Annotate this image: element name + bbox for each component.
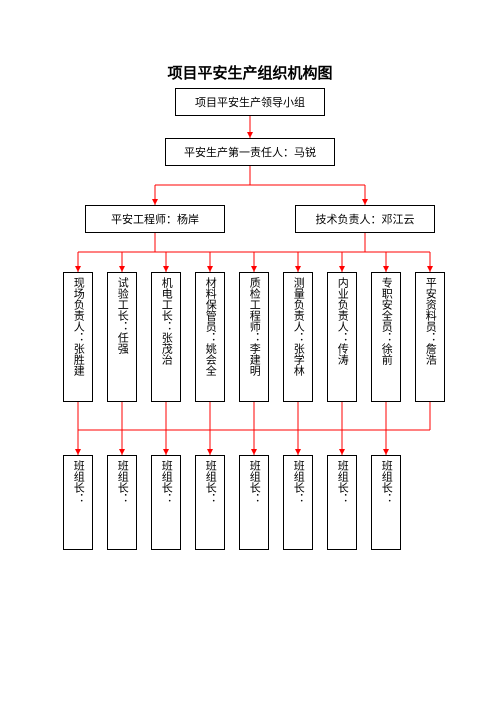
node-role-label: 内业负责人：传涛 — [334, 273, 351, 369]
node-role-label: 试验工长：任强 — [114, 273, 131, 358]
node-role-5: 测量负责人：张学林 — [283, 272, 313, 402]
node-role-1: 试验工长：任强 — [107, 272, 137, 402]
node-role-8: 平安资料员：詹浩 — [415, 272, 445, 402]
node-first-responsible: 平安生产第一责任人：马锐 — [165, 138, 335, 166]
node-role-label: 质检工程师：李建明 — [246, 273, 263, 380]
node-role-6: 内业负责人：传涛 — [327, 272, 357, 402]
node-role-label: 专职安全员：徐前 — [378, 273, 395, 369]
node-team-leader-label: 班组长： — [246, 456, 263, 508]
node-team-leader-label: 班组长： — [114, 456, 131, 508]
node-role-7: 专职安全员：徐前 — [371, 272, 401, 402]
node-team-leader-6: 班组长： — [327, 455, 357, 550]
node-role-4: 质检工程师：李建明 — [239, 272, 269, 402]
node-team-leader-label: 班组长： — [202, 456, 219, 508]
node-role-3: 材料保管员：姚会全 — [195, 272, 225, 402]
node-team-leader-label: 班组长： — [290, 456, 307, 508]
node-role-label: 现场负责人：张胜建 — [70, 273, 87, 380]
node-safety-engineer: 平安工程师：杨岸 — [85, 205, 225, 233]
node-team-leader-1: 班组长： — [107, 455, 137, 550]
page: 项目平安生产组织机构图 — [0, 0, 500, 708]
node-team-leader-label: 班组长： — [158, 456, 175, 508]
node-team-leader-label: 班组长： — [70, 456, 87, 508]
node-technical-lead: 技术负责人：邓江云 — [295, 205, 435, 233]
node-role-label: 测量负责人：张学林 — [290, 273, 307, 380]
node-team-leader-5: 班组长： — [283, 455, 313, 550]
node-team-leader-3: 班组长： — [195, 455, 225, 550]
node-role-label: 材料保管员：姚会全 — [202, 273, 219, 380]
node-role-label: 机电工长：张茂治 — [158, 273, 175, 369]
node-team-leader-4: 班组长： — [239, 455, 269, 550]
node-team-leader-0: 班组长： — [63, 455, 93, 550]
chart-title: 项目平安生产组织机构图 — [0, 62, 500, 83]
node-role-2: 机电工长：张茂治 — [151, 272, 181, 402]
node-role-label: 平安资料员：詹浩 — [422, 273, 439, 369]
node-leadership-group: 项目平安生产领导小组 — [175, 88, 325, 116]
node-team-leader-2: 班组长： — [151, 455, 181, 550]
node-team-leader-label: 班组长： — [334, 456, 351, 508]
node-team-leader-7: 班组长： — [371, 455, 401, 550]
node-team-leader-label: 班组长： — [378, 456, 395, 508]
node-role-0: 现场负责人：张胜建 — [63, 272, 93, 402]
